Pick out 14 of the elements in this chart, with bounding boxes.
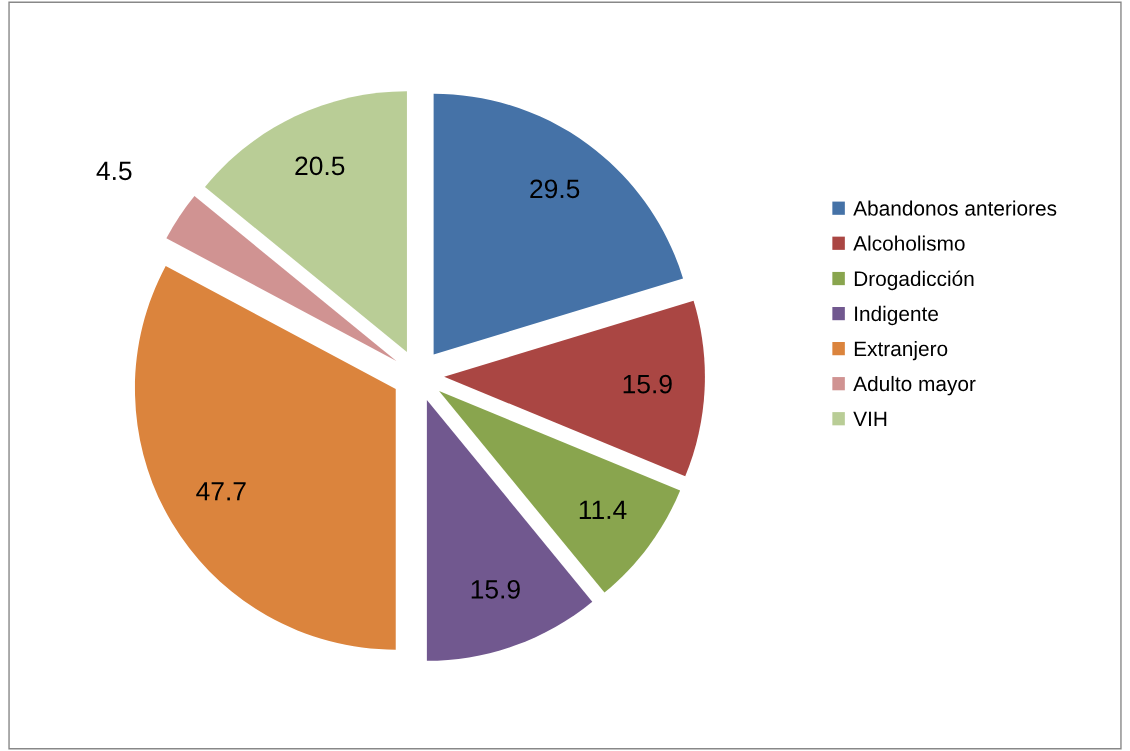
legend-label: Drogadicción xyxy=(854,270,974,291)
legend-label: VIH xyxy=(853,411,887,427)
data-label: 20.5 xyxy=(295,156,345,176)
legend-label: Indigente xyxy=(855,305,938,326)
data-label: 15.9 xyxy=(623,374,672,394)
data-label: 29.5 xyxy=(530,179,580,199)
legend-label: Alcoholismo xyxy=(853,235,965,251)
legend-label: Abandonos anteriores xyxy=(853,200,1057,216)
legend-label: Extranjero xyxy=(854,340,948,361)
legend-label: Adulto mayor xyxy=(853,375,976,396)
data-label: 47.7 xyxy=(196,482,246,501)
data-label: 15.9 xyxy=(471,579,520,599)
data-label: 11.4 xyxy=(579,500,627,519)
data-label: 4.5 xyxy=(96,161,132,181)
